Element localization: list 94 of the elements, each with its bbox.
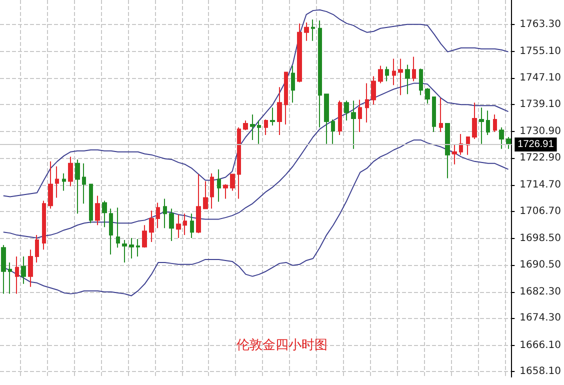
candlestick: [459, 134, 463, 156]
text: 伦敦金四小时图: [236, 338, 328, 353]
candlestick: [48, 160, 53, 210]
candlestick: [169, 208, 174, 242]
y-tick-label: 1714.70: [520, 179, 562, 190]
candlestick: [142, 224, 147, 248]
candlestick: [304, 22, 309, 42]
y-tick-label: 1706.70: [520, 206, 562, 217]
candlestick: [21, 256, 26, 284]
candlestick: [499, 126, 504, 150]
candlestick: [89, 184, 93, 224]
candlestick: [385, 66, 389, 82]
y-tick-label: 1763.30: [520, 18, 562, 30]
candlestick: [472, 102, 477, 140]
candlestick: [297, 22, 302, 83]
candlestick: [109, 208, 113, 256]
candlestick: [129, 238, 134, 259]
candlestick: [237, 126, 241, 200]
candlestick: [405, 64, 410, 95]
candlestick: [338, 100, 342, 136]
candlestick: [432, 96, 436, 133]
candlestick: [270, 107, 275, 126]
candlestick: [493, 114, 497, 133]
y-tick-label: 1722.90: [520, 152, 562, 164]
candlestick: [149, 210, 154, 242]
candlestick: [452, 144, 457, 165]
candlestick: [365, 82, 369, 123]
candlestick: [257, 120, 261, 144]
candlestick: [264, 119, 268, 136]
candlestick: [419, 68, 423, 96]
candlestick: [196, 174, 201, 234]
candlestick: [223, 184, 228, 200]
candlestick: [277, 86, 282, 136]
y-tick-label: 1658.10: [520, 366, 562, 378]
candlestick: [351, 100, 356, 150]
candlestick: [68, 156, 73, 187]
y-tick-label: 1730.90: [520, 126, 562, 137]
y-tick-label: 1666.10: [520, 340, 562, 351]
candlestick: [116, 207, 120, 248]
candlestick: [82, 162, 86, 204]
candlestick: [318, 20, 322, 128]
y-tick-label: 1755.10: [520, 46, 562, 57]
candlestick: [15, 256, 19, 294]
ref-line-label: 1726.91: [518, 139, 554, 150]
y-tick-label: 1747.10: [520, 72, 562, 84]
candlestick: [176, 214, 181, 239]
candlestick: [486, 110, 490, 136]
candlestick: [156, 202, 160, 229]
candlestick: [479, 107, 484, 144]
candlestick: [42, 200, 46, 250]
candlestick: [55, 166, 59, 198]
candlestick: [183, 213, 187, 236]
candlestick: [445, 122, 450, 179]
candlestick: [371, 76, 376, 106]
candlestick: [122, 240, 127, 263]
candlestick: [506, 136, 511, 150]
candlestick: [190, 213, 194, 239]
y-tick-label: 1682.30: [520, 286, 562, 298]
candlestick: [412, 56, 416, 82]
line-series: [2, 9, 509, 198]
y-tick-label: 1739.10: [520, 98, 562, 110]
candlestick: [392, 58, 396, 86]
candlestick: [311, 18, 315, 42]
candlestick: [95, 195, 100, 226]
candlestick: [136, 238, 140, 258]
line-series: [2, 82, 509, 239]
y-tick-label: 1698.50: [520, 232, 562, 244]
candlestick: [62, 172, 66, 192]
candlestick: [398, 58, 403, 96]
candlestick: [217, 168, 221, 202]
candlestick: [35, 234, 39, 263]
candlestick: [250, 114, 255, 140]
candlestick: [102, 200, 107, 228]
candlestick: [210, 172, 214, 210]
candlestick: [75, 158, 80, 214]
candlestick: [425, 88, 430, 104]
candlestick: [331, 119, 335, 144]
candlestick: [439, 98, 443, 133]
candlestick: [8, 262, 12, 294]
candlestick: [203, 180, 208, 210]
candlestick: [358, 99, 362, 133]
candlestick: [284, 72, 288, 125]
y-tick-label: 1674.30: [520, 312, 562, 324]
candlestick: [1, 244, 6, 294]
candlestick: [243, 120, 248, 131]
candlestick: [291, 65, 295, 104]
candlestick: [163, 198, 167, 229]
candlestick: [466, 136, 470, 156]
candlestick: [230, 174, 235, 192]
candlestick: [28, 249, 33, 288]
y-tick-label: 1690.50: [520, 259, 562, 270]
candlestick: [344, 100, 349, 121]
candlestick: [324, 94, 329, 144]
candlestick: [378, 65, 383, 84]
